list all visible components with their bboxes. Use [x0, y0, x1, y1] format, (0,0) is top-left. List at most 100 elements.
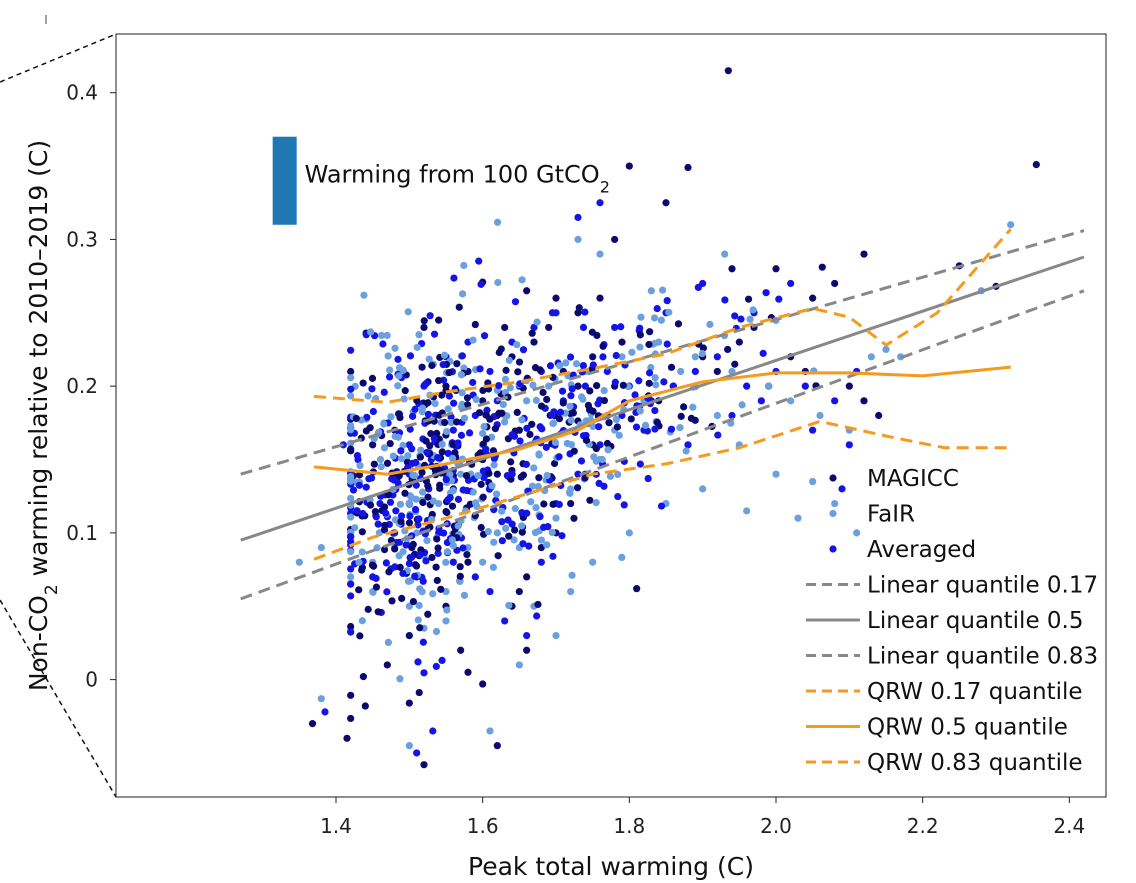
point-averaged: [495, 381, 503, 390]
point-fair: [641, 421, 650, 430]
point-averaged: [479, 467, 487, 475]
zoom-connector-bottom: [0, 599, 117, 798]
point-averaged: [353, 507, 361, 515]
y-axis-title: Non-CO2 warming relative to 2010–2019 (C…: [24, 140, 62, 691]
point-magicc: [435, 316, 443, 324]
point-averaged: [713, 353, 721, 361]
zoom-connector-top: [0, 33, 117, 83]
legend-entry: FaIR: [829, 502, 915, 528]
legend-label: QRW 0.17 quantile: [867, 679, 1083, 705]
point-magicc: [605, 419, 613, 427]
point-magicc: [599, 342, 607, 350]
legend-entry: QRW 0.83 quantile: [806, 750, 1083, 776]
point-fair: [574, 235, 582, 244]
point-magicc: [482, 411, 490, 419]
point-fair: [377, 463, 385, 471]
point-fair: [612, 415, 620, 424]
point-fair: [706, 320, 714, 329]
point-magicc: [677, 412, 685, 420]
point-averaged: [363, 413, 371, 421]
point-magicc: [513, 408, 521, 416]
point-averaged: [423, 448, 431, 457]
point-magicc: [424, 482, 432, 490]
point-magicc: [575, 304, 583, 312]
point-averaged: [518, 509, 526, 517]
y-tick-label: 0.2: [66, 374, 98, 398]
point-fair: [490, 538, 498, 546]
point-magicc: [485, 469, 493, 478]
point-fair: [589, 422, 597, 431]
point-magicc: [501, 323, 509, 332]
point-magicc: [537, 543, 545, 552]
point-fair: [650, 314, 659, 322]
point-magicc: [359, 673, 367, 681]
point-fair: [460, 414, 469, 422]
point-fair: [652, 381, 660, 389]
point-averaged: [347, 580, 355, 588]
point-magicc: [422, 437, 430, 445]
point-fair: [502, 524, 510, 532]
point-averaged: [392, 507, 400, 515]
point-averaged: [449, 426, 457, 434]
point-averaged: [477, 280, 485, 288]
point-magicc: [380, 545, 389, 554]
point-magicc: [343, 734, 351, 742]
point-fair: [454, 522, 462, 530]
point-fair: [505, 356, 513, 364]
point-averaged: [419, 638, 427, 646]
point-averaged: [394, 479, 402, 487]
point-averaged: [459, 486, 467, 494]
point-fair: [590, 453, 598, 461]
point-fair: [511, 504, 519, 513]
point-fair: [489, 563, 497, 571]
point-averaged: [379, 340, 387, 348]
point-averaged: [454, 439, 462, 447]
point-magicc: [627, 415, 635, 423]
point-fair: [567, 587, 575, 596]
point-fair: [816, 411, 824, 420]
line-qrw-0-17-quantile: [313, 419, 1011, 561]
point-magicc: [502, 366, 510, 374]
point-magicc: [457, 646, 465, 654]
point-fair: [395, 552, 403, 560]
point-fair: [606, 472, 614, 480]
point-magicc: [493, 470, 501, 478]
point-magicc: [593, 382, 601, 390]
point-averaged: [603, 367, 611, 376]
point-fair: [429, 497, 437, 505]
point-magicc: [1032, 160, 1040, 169]
point-magicc: [368, 374, 377, 382]
point-magicc: [636, 331, 644, 339]
point-magicc: [347, 447, 355, 455]
legend-label: QRW 0.5 quantile: [867, 715, 1068, 741]
point-averaged: [381, 509, 390, 517]
legend-marker: [829, 474, 837, 482]
point-magicc: [875, 411, 883, 420]
point-magicc: [505, 532, 513, 540]
point-magicc: [684, 163, 692, 172]
point-fair: [518, 416, 526, 424]
point-magicc: [611, 235, 619, 244]
point-fair: [407, 493, 416, 502]
point-fair: [469, 336, 477, 344]
point-fair: [397, 455, 406, 463]
point-fair: [404, 308, 412, 316]
point-averaged: [556, 408, 565, 416]
point-fair: [384, 352, 392, 360]
point-fair: [562, 359, 570, 367]
point-magicc: [448, 502, 457, 510]
point-fair: [492, 490, 501, 498]
point-magicc: [539, 388, 547, 397]
point-averaged: [636, 460, 644, 468]
point-magicc: [401, 387, 409, 395]
point-averaged: [406, 425, 414, 433]
point-magicc: [438, 391, 446, 399]
point-fair: [384, 638, 392, 647]
point-magicc: [419, 498, 427, 507]
point-averaged: [469, 378, 477, 387]
point-averaged: [498, 518, 506, 526]
legend-entry: MAGICC: [829, 466, 959, 492]
point-magicc: [409, 598, 418, 606]
point-averaged: [438, 656, 446, 664]
legend-entry: Averaged: [829, 537, 976, 563]
